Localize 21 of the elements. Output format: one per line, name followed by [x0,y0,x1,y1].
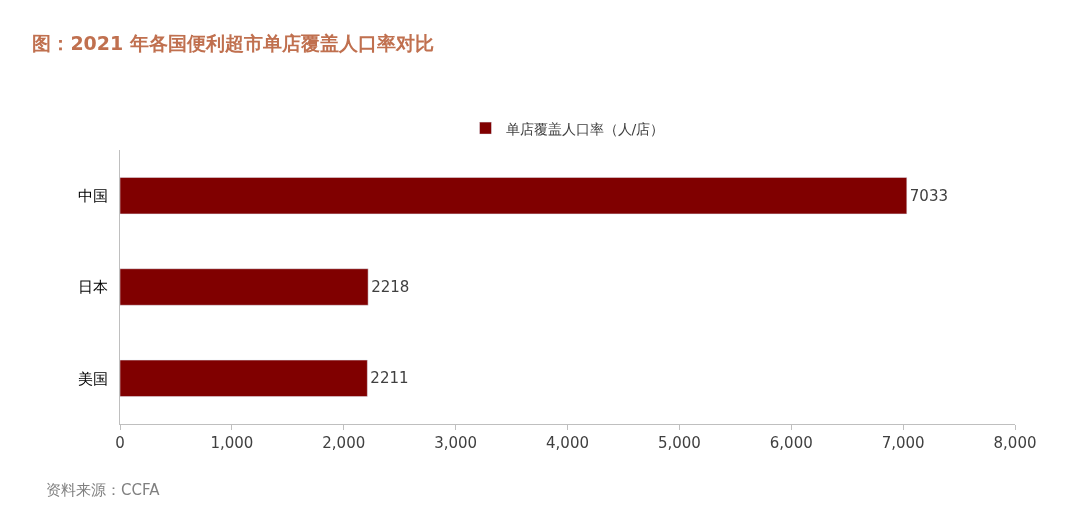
data-label: 2211 [370,369,409,388]
x-tick-label: 7,000 [881,434,925,452]
y-tick-label: 日本 [78,278,108,297]
x-tick-label: 8,000 [993,434,1037,452]
legend-label: 单店覆盖人口率（人/店） [505,120,665,137]
text: 资料来源：CCFA [46,481,161,499]
bar [120,359,368,397]
x-tick-label: 5,000 [657,434,701,452]
bar [120,268,369,306]
chart-title: 图：2021 年各国便利超市单店覆盖人口率对比 [32,31,434,54]
x-tick-label: 6,000 [769,434,813,452]
data-label: 2218 [371,278,410,296]
x-tick-label: 3,000 [434,434,478,452]
x-tick-label: 2,000 [322,434,366,452]
x-tick-label: 1,000 [210,434,254,452]
x-tick-label: 4,000 [546,434,589,452]
x-tick-label: 0 [115,434,125,452]
y-tick-label: 美国 [78,369,108,388]
data-label: 7033 [909,186,949,205]
bar [120,177,908,215]
y-tick-label: 中国 [78,186,108,205]
